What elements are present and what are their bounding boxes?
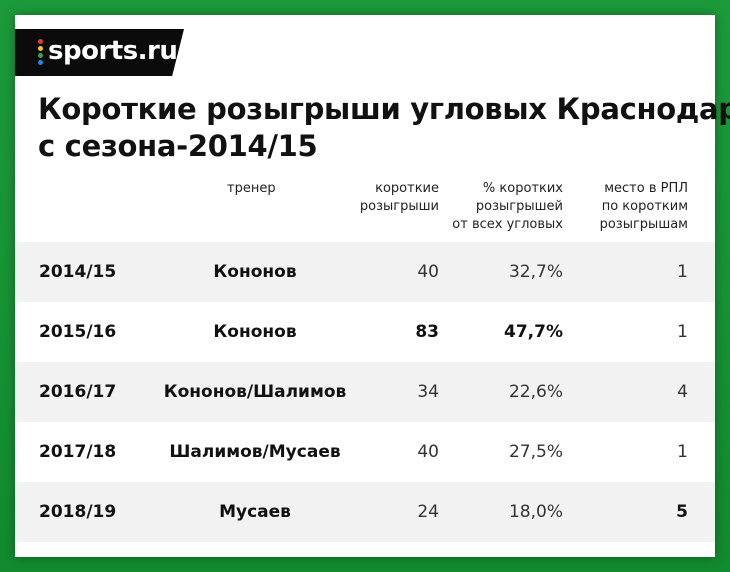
place-cell: 4	[677, 382, 688, 402]
season-cell: 2018/19	[39, 502, 117, 522]
table-row: 2017/18 Шалимов/Мусаев 40 27,5% 1	[15, 422, 715, 482]
place-cell: 5	[676, 502, 688, 522]
season-cell: 2014/15	[39, 262, 117, 282]
coach-cell: Кононов/Шалимов	[163, 382, 347, 402]
place-cell: 1	[677, 322, 688, 342]
header-short: короткие розыгрыши	[359, 181, 439, 214]
place-cell: 1	[677, 442, 688, 462]
season-cell: 2016/17	[39, 382, 117, 402]
short-cell: 24	[417, 502, 439, 522]
place-cell: 1	[677, 262, 688, 282]
header-coach: тренер	[227, 181, 276, 196]
logo-text: sports.ru	[48, 36, 178, 66]
table-row: 2018/19 Мусаев 24 18,0% 5	[15, 482, 715, 542]
short-cell: 40	[417, 442, 439, 462]
header-pct: % коротких розыгрышей от всех угловых	[452, 181, 563, 232]
title-line-1: Короткие розыгрыши угловых Краснодара	[38, 92, 730, 126]
pct-cell: 47,7%	[504, 322, 563, 342]
page-title: Короткие розыгрыши угловых Краснодара с …	[38, 91, 730, 165]
table-row: 2015/16 Кононов 83 47,7% 1	[15, 302, 715, 362]
pct-cell: 27,5%	[508, 442, 563, 462]
short-cell: 40	[417, 262, 439, 282]
short-cell: 34	[417, 382, 439, 402]
infographic-card: sports.ru Короткие розыгрыши угловых Кра…	[15, 15, 730, 557]
coach-cell: Мусаев	[219, 502, 291, 522]
pct-cell: 32,7%	[508, 262, 563, 282]
pct-cell: 18,0%	[508, 502, 563, 522]
pct-cell: 22,6%	[508, 382, 563, 402]
season-cell: 2015/16	[39, 322, 117, 342]
header-place: место в РПЛ по коротким розыгрышам	[599, 181, 688, 232]
logo-dots-icon	[38, 39, 44, 66]
short-cell: 83	[415, 322, 439, 342]
sports-ru-logo: sports.ru	[15, 29, 184, 76]
coach-cell: Кононов	[213, 322, 297, 342]
coach-cell: Шалимов/Мусаев	[169, 442, 341, 462]
table-row: 2016/17 Кононов/Шалимов 34 22,6% 4	[15, 362, 715, 422]
season-cell: 2017/18	[39, 442, 117, 462]
table-row: 2014/15 Кононов 40 32,7% 1	[15, 242, 715, 302]
coach-cell: Кононов	[213, 262, 297, 282]
title-line-2: с сезона-2014/15	[38, 129, 318, 163]
